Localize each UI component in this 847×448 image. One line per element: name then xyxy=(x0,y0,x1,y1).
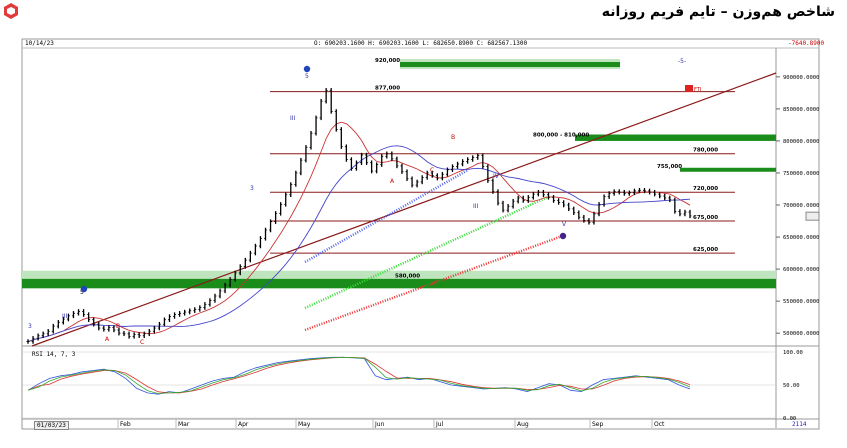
green-zone xyxy=(22,278,776,289)
x-tick-label: Aug xyxy=(517,421,529,428)
wave-label: B xyxy=(451,134,455,141)
channel-blue xyxy=(304,168,469,264)
wave-label: 3 xyxy=(250,185,254,192)
wave-label: 3 xyxy=(28,323,32,330)
level-label: 625,000 xyxy=(693,247,718,253)
rsi-title: RSI 14, 7, 3 xyxy=(32,351,76,358)
rsi-fast-line xyxy=(27,356,691,395)
y-tick-label: 650000.0000 xyxy=(783,235,819,241)
rsi-tick-label: 100.00 xyxy=(783,350,803,356)
zone-label: 580,000 xyxy=(395,274,420,280)
x-tick-label: Mar xyxy=(178,421,190,428)
trendline xyxy=(31,72,777,347)
x-tick-label: Apr xyxy=(238,421,249,428)
brand-logo xyxy=(2,2,20,20)
x-tick-label: Feb xyxy=(120,421,131,428)
level-zone xyxy=(680,167,776,172)
x-tick-label: Oct xyxy=(654,421,665,428)
ma-short xyxy=(27,121,691,342)
green-zone-halo xyxy=(22,270,776,279)
change-readout: -7640.8900 xyxy=(788,40,825,47)
wave-label: A xyxy=(390,178,395,185)
green-zone xyxy=(575,134,776,141)
level-label: 920,000 xyxy=(375,58,400,64)
wave-label: B xyxy=(116,323,120,330)
y-tick-label: 850000.0000 xyxy=(783,107,819,113)
y-tick-label: 550000.0000 xyxy=(783,299,819,305)
level-label: 755,000 xyxy=(657,164,682,170)
wave-label: IV xyxy=(493,173,500,180)
last-price-marker xyxy=(805,211,820,221)
fib-badge xyxy=(685,85,693,92)
x-tick-label: May xyxy=(298,421,311,428)
zone-label: 800,000 - 810,000 xyxy=(533,133,589,139)
rsi-plot-area: 0.00 50.00 100.00 xyxy=(22,350,803,422)
page-title: شاخص هم‌وزن – تایم فریم روزانه xyxy=(601,4,835,20)
wave-label: C xyxy=(140,339,144,346)
wave-marker xyxy=(80,285,88,293)
start-date-label: 01/03/23 xyxy=(34,421,69,430)
wave-label: A xyxy=(105,336,110,343)
level-label: 675,000 xyxy=(693,215,718,221)
level-zone-core xyxy=(400,62,620,68)
y-tick-label: 900000.0000 xyxy=(783,75,819,81)
channel-red xyxy=(304,233,566,332)
fib-label: FTI xyxy=(694,87,701,93)
y-tick-label: 500000.0000 xyxy=(783,331,819,337)
wave-label: V xyxy=(562,221,567,228)
rsi-tick-label: 0.00 xyxy=(783,416,796,422)
level-label: 720,000 xyxy=(693,186,718,192)
wave-marker xyxy=(303,65,311,73)
footer-count: 2114 xyxy=(792,421,807,428)
wave-label: III xyxy=(62,313,68,320)
channel-green xyxy=(304,194,551,310)
x-tick-label: Jul xyxy=(435,421,444,428)
axis-layer: 500000.0000 550000.0000 600000.0000 650000.… xyxy=(117,75,820,428)
rsi-signal-line xyxy=(27,357,691,394)
wave-label: 5 xyxy=(305,73,309,80)
wave-label: 5 xyxy=(80,289,84,296)
y-tick-label: 750000.0000 xyxy=(783,171,819,177)
level-label: 780,000 xyxy=(693,148,718,154)
wave-label: C xyxy=(430,167,434,174)
ma-long xyxy=(27,145,691,342)
wave-label: -5- xyxy=(678,58,686,65)
wave-label: III xyxy=(473,203,479,210)
rsi-tick-label: 50.00 xyxy=(783,383,800,389)
x-tick-label: Sep xyxy=(592,421,604,428)
wave-label: III xyxy=(290,115,296,122)
level-label: 877,000 xyxy=(375,86,400,92)
x-tick-label: Jun xyxy=(374,421,385,428)
y-tick-label: 600000.0000 xyxy=(783,267,819,273)
y-tick-label: 800000.0000 xyxy=(783,139,819,145)
ohlc-readout: O: 690203.1600 H: 690203.1600 L: 682650.… xyxy=(314,40,528,47)
y-tick-label: 700000.0000 xyxy=(783,203,819,209)
main-plot-area: 800,000 - 810,000 580,000 920,000 877,000 78… xyxy=(22,58,777,347)
chart-date: 10/14/23 xyxy=(25,40,54,47)
wave-marker xyxy=(559,232,567,240)
